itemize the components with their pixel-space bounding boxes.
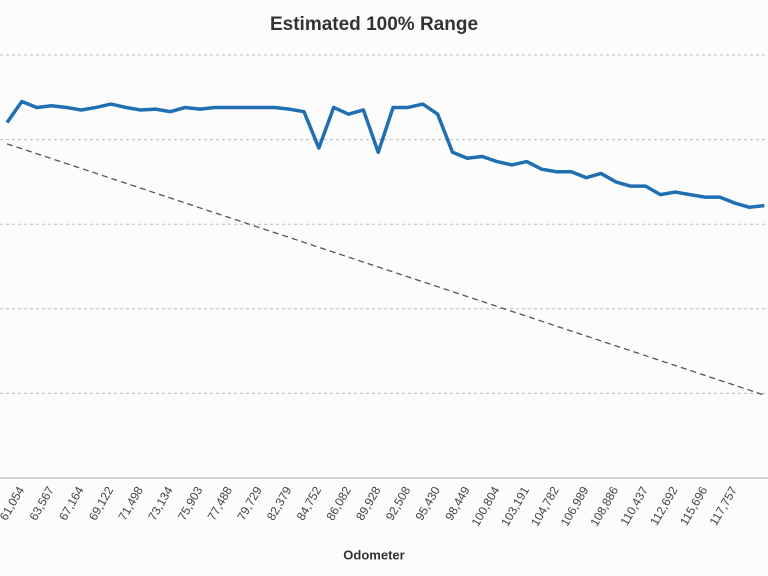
x-tick-label: 61,054 <box>0 484 27 523</box>
data-line <box>5 99 765 210</box>
x-tick-label: 79,729 <box>234 484 265 523</box>
x-tick-label: 98,449 <box>442 484 473 523</box>
x-tick-label: 73,134 <box>145 484 176 523</box>
x-axis-title: Odometer <box>343 547 404 562</box>
trend-line <box>6 143 765 396</box>
chart-title: Estimated 100% Range <box>270 14 478 35</box>
x-tick-label: 69,122 <box>86 484 117 523</box>
x-tick-label: 84,752 <box>294 484 325 523</box>
x-tick-label: 71,498 <box>116 484 147 523</box>
x-tick-label: 67,164 <box>56 484 87 523</box>
x-tick-label: 108,886 <box>587 484 621 529</box>
x-tick-label: 63,567 <box>26 484 57 523</box>
x-tick-label: 75,903 <box>175 484 206 523</box>
x-tick-label: 82,379 <box>264 484 295 523</box>
x-tick-label: 77,488 <box>205 484 236 523</box>
x-tick-label: 89,928 <box>353 484 384 523</box>
x-tick-label: 95,430 <box>413 484 444 523</box>
x-tick-label: 92,508 <box>383 484 414 523</box>
x-tick-label: 86,082 <box>323 484 354 523</box>
x-tick-label: 117,757 <box>707 484 741 528</box>
